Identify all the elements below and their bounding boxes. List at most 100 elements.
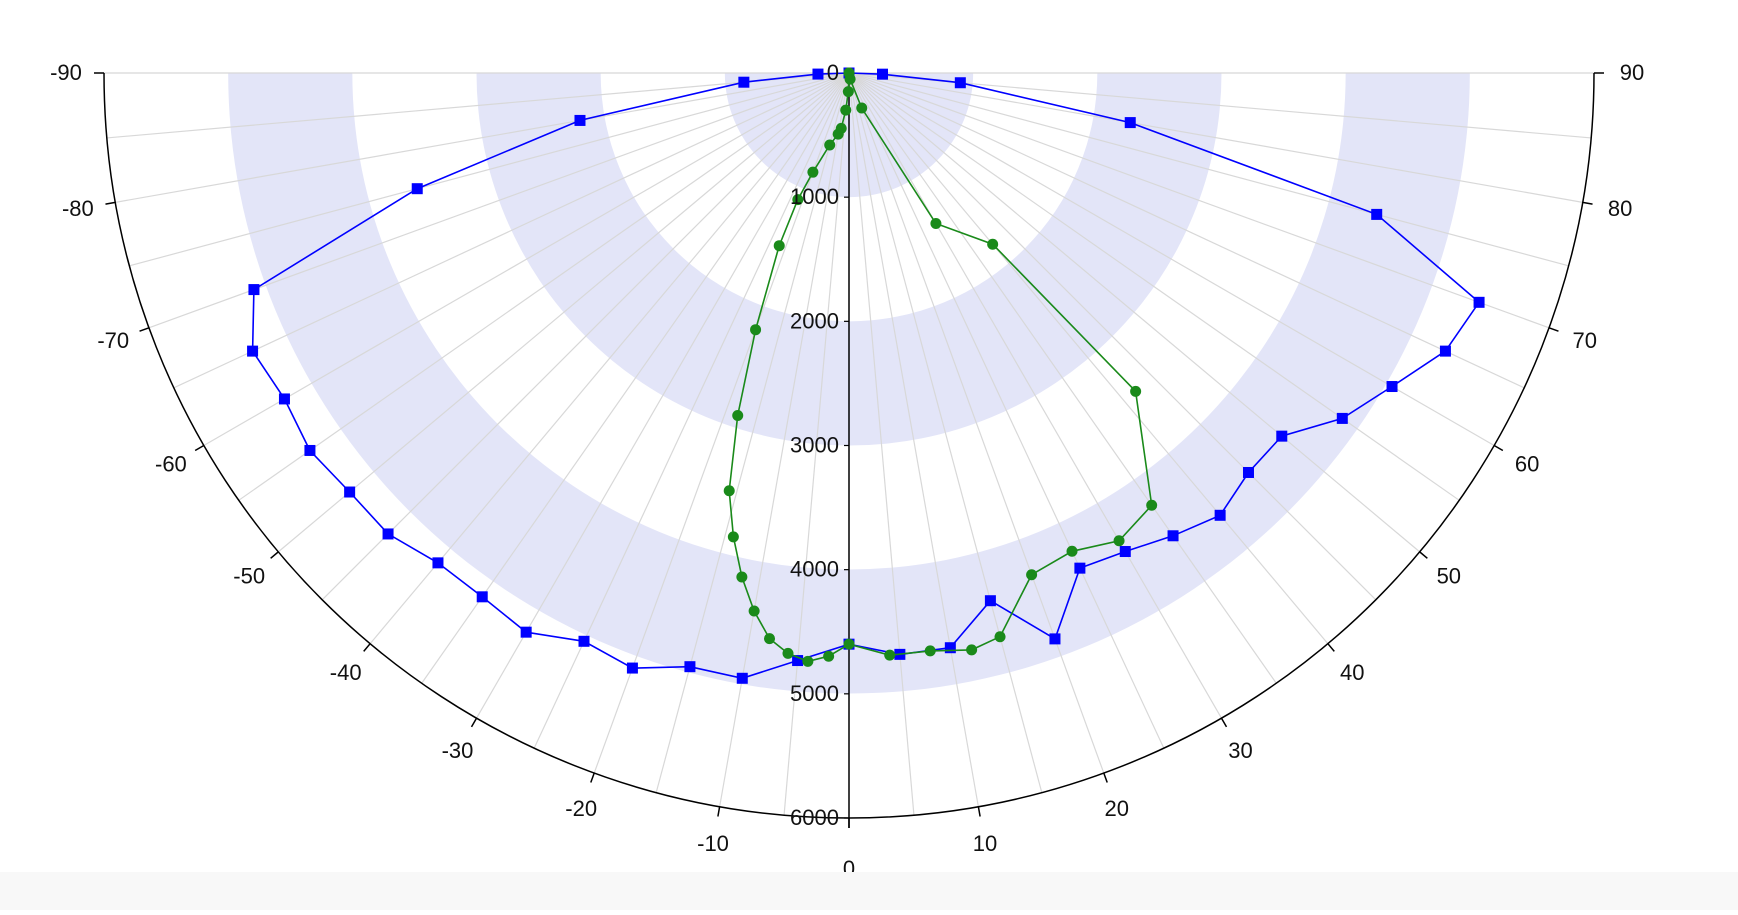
tick-50 — [1419, 551, 1428, 559]
gridline--85 — [106, 72, 850, 139]
series-1-point-15 — [764, 633, 776, 645]
series-0-point-25 — [1119, 546, 1131, 558]
angular-label--50: -50 — [233, 563, 265, 588]
series-1-point-24 — [1026, 569, 1038, 581]
gridline-50 — [848, 72, 1421, 553]
series-0-point-9 — [344, 486, 356, 498]
gridline-55 — [848, 72, 1460, 501]
gridline--70 — [148, 72, 850, 329]
tick--20 — [590, 772, 595, 783]
series-1-point-16 — [782, 647, 794, 659]
series-layer — [247, 67, 1485, 684]
series-0-point-17 — [736, 672, 748, 684]
series-1-point-30 — [930, 218, 942, 230]
tick-80 — [1582, 201, 1593, 205]
angular-label--40: -40 — [330, 660, 362, 685]
gridline-45 — [848, 72, 1377, 601]
series-1-point-8 — [773, 240, 785, 252]
series-1-point-9 — [750, 324, 762, 336]
radial-band-1 — [476, 73, 1222, 446]
series-0-point-36 — [954, 77, 966, 89]
series-0-point-13 — [520, 626, 532, 638]
series-0-point-11 — [432, 557, 444, 569]
angular-label-10: 10 — [973, 831, 997, 856]
gridline--45 — [321, 72, 850, 601]
series-1-point-28 — [1130, 385, 1142, 397]
gridline-65 — [848, 72, 1525, 389]
gridline--75 — [129, 72, 850, 267]
series-0-point-27 — [1214, 509, 1226, 521]
series-0-point-8 — [304, 444, 316, 456]
angular-label-90: 90 — [1620, 60, 1644, 85]
series-1-point-10 — [732, 409, 744, 421]
series-0-point-5 — [248, 284, 260, 296]
tick--10 — [717, 806, 721, 817]
series-0-point-10 — [382, 528, 394, 540]
series-0-point-34 — [1371, 208, 1383, 220]
series-0-point-31 — [1386, 381, 1398, 393]
series-0-point-18 — [792, 655, 804, 667]
gridline-70 — [848, 72, 1550, 329]
angular-label-70: 70 — [1573, 328, 1597, 353]
series-0-point-2 — [738, 76, 750, 88]
radial-label-5000: 5000 — [790, 681, 839, 706]
series-0-point-30 — [1336, 412, 1348, 424]
gridline-20 — [848, 72, 1105, 774]
radial-label-3000: 3000 — [790, 433, 839, 458]
series-1-point-27 — [1146, 499, 1158, 511]
gridline-15 — [848, 72, 1043, 793]
angular-label-40: 40 — [1340, 660, 1364, 685]
gridline--55 — [238, 72, 850, 501]
series-0-point-22 — [984, 595, 996, 607]
tick-20 — [1103, 772, 1108, 783]
tick-40 — [1327, 643, 1335, 652]
series-0-point-24 — [1074, 562, 1086, 574]
series-1-point-17 — [802, 655, 814, 667]
series-0-point-6 — [247, 345, 259, 357]
gridline--5 — [783, 72, 850, 816]
angular-label-80: 80 — [1608, 196, 1632, 221]
series-1-point-7 — [792, 194, 804, 206]
series-1-point-5 — [824, 139, 836, 151]
angular-label-20: 20 — [1105, 796, 1129, 821]
radial-label-2000: 2000 — [790, 308, 839, 333]
gridline--40 — [369, 72, 850, 645]
radial-label-1000: 1000 — [790, 184, 839, 209]
angular-label--20: -20 — [565, 796, 597, 821]
series-1-point-31 — [856, 102, 868, 114]
series-1-point-25 — [1066, 545, 1078, 557]
series-1-point-29 — [987, 238, 999, 250]
gridline--25 — [533, 72, 850, 749]
gridline-30 — [848, 72, 1223, 719]
series-0-point-7 — [278, 393, 290, 405]
gridline--60 — [203, 72, 850, 447]
gridline--35 — [421, 72, 850, 684]
gridline--80 — [115, 72, 850, 203]
tick--60 — [194, 444, 205, 452]
series-0-point-28 — [1242, 466, 1254, 478]
series-0-point-4 — [411, 183, 423, 195]
angular-label-30: 30 — [1228, 738, 1252, 763]
series-0-point-29 — [1276, 430, 1288, 442]
angular-labels: -90 -80 -70 -60 -50 -40 -30 -20 -10 0 10 20 30 40 50 60… — [50, 60, 1644, 881]
radial-label-0: 0 — [827, 60, 839, 85]
gridline-85 — [848, 72, 1592, 139]
angular-label--80: -80 — [62, 196, 94, 221]
radial-label-6000: 6000 — [790, 805, 839, 830]
series-1-point-19 — [843, 638, 855, 650]
series-1-point-6 — [807, 166, 819, 178]
angular-label--10: -10 — [697, 831, 729, 856]
gridline--65 — [173, 72, 850, 389]
gridline--15 — [655, 72, 850, 793]
gridline-25 — [848, 72, 1165, 749]
gridline-35 — [848, 72, 1277, 684]
gridline-80 — [848, 72, 1583, 203]
gridline--30 — [475, 72, 850, 719]
series-1-point-12 — [727, 531, 739, 543]
series-0-point-37 — [877, 68, 889, 80]
series-1-point-4 — [832, 128, 844, 140]
series-0-point-23 — [1049, 633, 1061, 645]
angular-gridlines — [104, 72, 1594, 816]
angular-label--30: -30 — [442, 738, 474, 763]
series-0-point-32 — [1439, 345, 1451, 357]
